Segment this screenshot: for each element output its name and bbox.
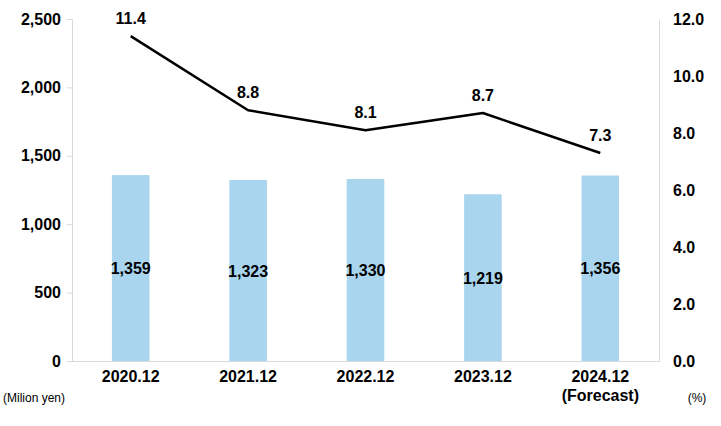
tick-label: 4.0	[673, 239, 695, 256]
axis-line	[73, 361, 660, 362]
tick-label: 8.0	[673, 125, 695, 142]
tick-mark	[67, 293, 72, 294]
tick: 2022.12	[337, 361, 395, 385]
tick-label-line: 2020.12	[102, 368, 160, 385]
marks	[112, 36, 619, 361]
tick-label: 1,500	[21, 147, 61, 164]
tick: 12.0	[659, 11, 704, 28]
tick-label: 0.0	[673, 353, 695, 370]
tick-label: 2020.12	[102, 368, 160, 385]
tick-mark	[67, 87, 72, 88]
tick-label: 2.0	[673, 296, 695, 313]
tick-mark	[67, 19, 72, 20]
tick: 1,000	[21, 216, 72, 233]
tick-label: 2024.12 (Forecast)	[562, 368, 639, 403]
tick: 2021.12	[219, 361, 277, 385]
tick-label: 10.0	[673, 68, 704, 85]
data-label: 1,323	[228, 263, 268, 280]
data-label: 11.4	[116, 10, 146, 27]
y2-axis-title: (%)	[688, 391, 707, 405]
data-labels: 1,359 1,323 1,330 1,219 1,356 11.4 8.8 8.1 8.7 7.…	[111, 10, 621, 287]
tick-label: 500	[34, 284, 61, 301]
tick-label: 2,500	[21, 11, 61, 28]
chart: 0 500 1,000 1,500 2,000 2,500 0.0 2.0 4.0 6.0 8.0 1…	[0, 0, 721, 426]
tick-label: 12.0	[673, 11, 704, 28]
y2-axis: 0.0 2.0 4.0 6.0 8.0 10.0 12.0	[659, 11, 704, 370]
line	[131, 36, 601, 153]
tick-label: 2023.12	[454, 368, 512, 385]
tick-label-line: 2021.12	[219, 368, 277, 385]
axis-line	[67, 20, 73, 362]
tick: 0.0	[659, 353, 695, 370]
tick: 6.0	[659, 182, 695, 199]
tick-label: 2,000	[21, 79, 61, 96]
tick: 2023.12	[454, 361, 512, 385]
data-label: 1,359	[111, 260, 151, 277]
data-label: 8.1	[354, 104, 376, 121]
data-label: 7.3	[589, 127, 611, 144]
tick: 2020.12	[102, 361, 160, 385]
tick: 1,500	[21, 147, 72, 164]
data-label: 8.8	[237, 84, 259, 101]
tick: 2.0	[659, 296, 695, 313]
tick-label: 0	[52, 353, 61, 370]
tick: 10.0	[659, 68, 704, 85]
tick-label: 2022.12	[337, 368, 395, 385]
tick-label-line: 2024.12	[571, 368, 629, 385]
y-axis-title: (Milion yen)	[3, 391, 65, 405]
tick: 2024.12 (Forecast)	[562, 361, 639, 404]
axis-line	[659, 20, 660, 362]
tick-mark	[67, 361, 72, 362]
tick: 0	[52, 353, 72, 370]
data-label: 8.7	[472, 87, 494, 104]
tick: 8.0	[659, 125, 695, 142]
data-label: 1,356	[580, 260, 620, 277]
tick: 500	[34, 284, 72, 301]
y-axis: 0 500 1,000 1,500 2,000 2,500	[21, 11, 73, 370]
plot: 0 500 1,000 1,500 2,000 2,500 0.0 2.0 4.0 6.0 8.0 1…	[21, 10, 704, 404]
tick-label-line: (Forecast)	[562, 387, 639, 404]
tick-mark	[67, 156, 72, 157]
tick: 4.0	[659, 239, 695, 256]
tick-label: 2021.12	[219, 368, 277, 385]
tick: 2,000	[21, 79, 72, 96]
tick-label-line: 2023.12	[454, 368, 512, 385]
tick-label: 6.0	[673, 182, 695, 199]
tick: 2,500	[21, 11, 72, 28]
tick-label-line: 2022.12	[337, 368, 395, 385]
data-label: 1,219	[463, 270, 503, 287]
tick-label: 1,000	[21, 216, 61, 233]
tick-mark	[67, 224, 72, 225]
data-label: 1,330	[345, 262, 385, 279]
x-axis: 2020.12 2021.12 2022.12 2023.12 2024.12 (Fore…	[73, 361, 660, 404]
